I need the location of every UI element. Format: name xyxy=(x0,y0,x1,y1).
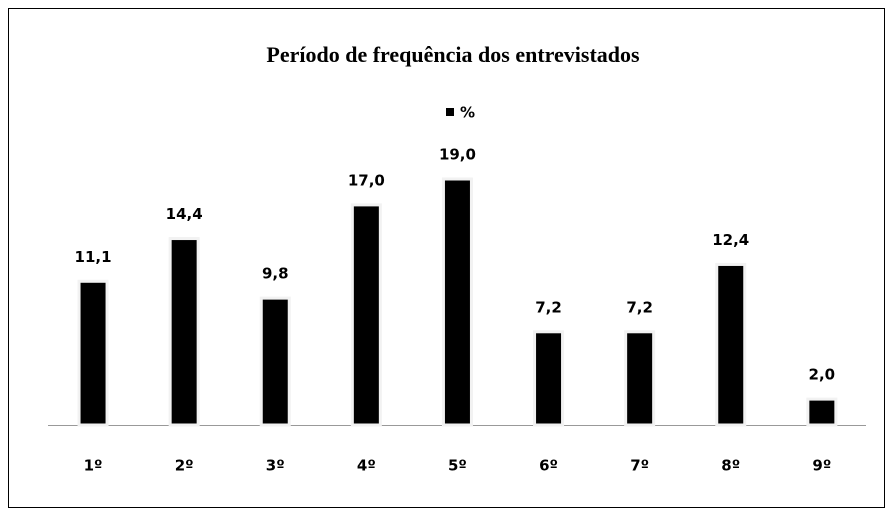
bar xyxy=(533,330,565,427)
x-tick-label: 7º xyxy=(630,457,649,475)
legend-swatch xyxy=(446,108,454,116)
value-label: 19,0 xyxy=(439,146,476,164)
value-label: 12,4 xyxy=(712,231,749,249)
x-tick-label: 8º xyxy=(721,457,740,475)
value-label: 7,2 xyxy=(535,298,562,316)
value-label: 17,0 xyxy=(348,171,385,189)
x-tick-label: 9º xyxy=(812,457,831,475)
bar xyxy=(350,203,382,427)
x-tick-label: 1º xyxy=(84,457,103,475)
x-tick-label: 3º xyxy=(266,457,285,475)
bar xyxy=(168,237,200,427)
legend-label: % xyxy=(460,104,475,122)
value-label: 2,0 xyxy=(809,366,836,384)
value-label: 9,8 xyxy=(262,265,289,283)
x-tick-label: 5º xyxy=(448,457,467,475)
bar xyxy=(624,330,656,427)
x-tick-label: 6º xyxy=(539,457,558,475)
x-tick-label: 2º xyxy=(175,457,194,475)
x-tick-label: 4º xyxy=(357,457,376,475)
bar xyxy=(441,177,473,427)
bar xyxy=(715,262,747,427)
value-label: 14,4 xyxy=(166,205,203,223)
bar xyxy=(259,296,291,427)
bar xyxy=(77,279,109,427)
chart-title: Período de frequência dos entrevistados xyxy=(266,42,640,67)
value-label: 11,1 xyxy=(75,248,112,266)
value-label: 7,2 xyxy=(626,298,653,316)
bar xyxy=(806,397,838,427)
